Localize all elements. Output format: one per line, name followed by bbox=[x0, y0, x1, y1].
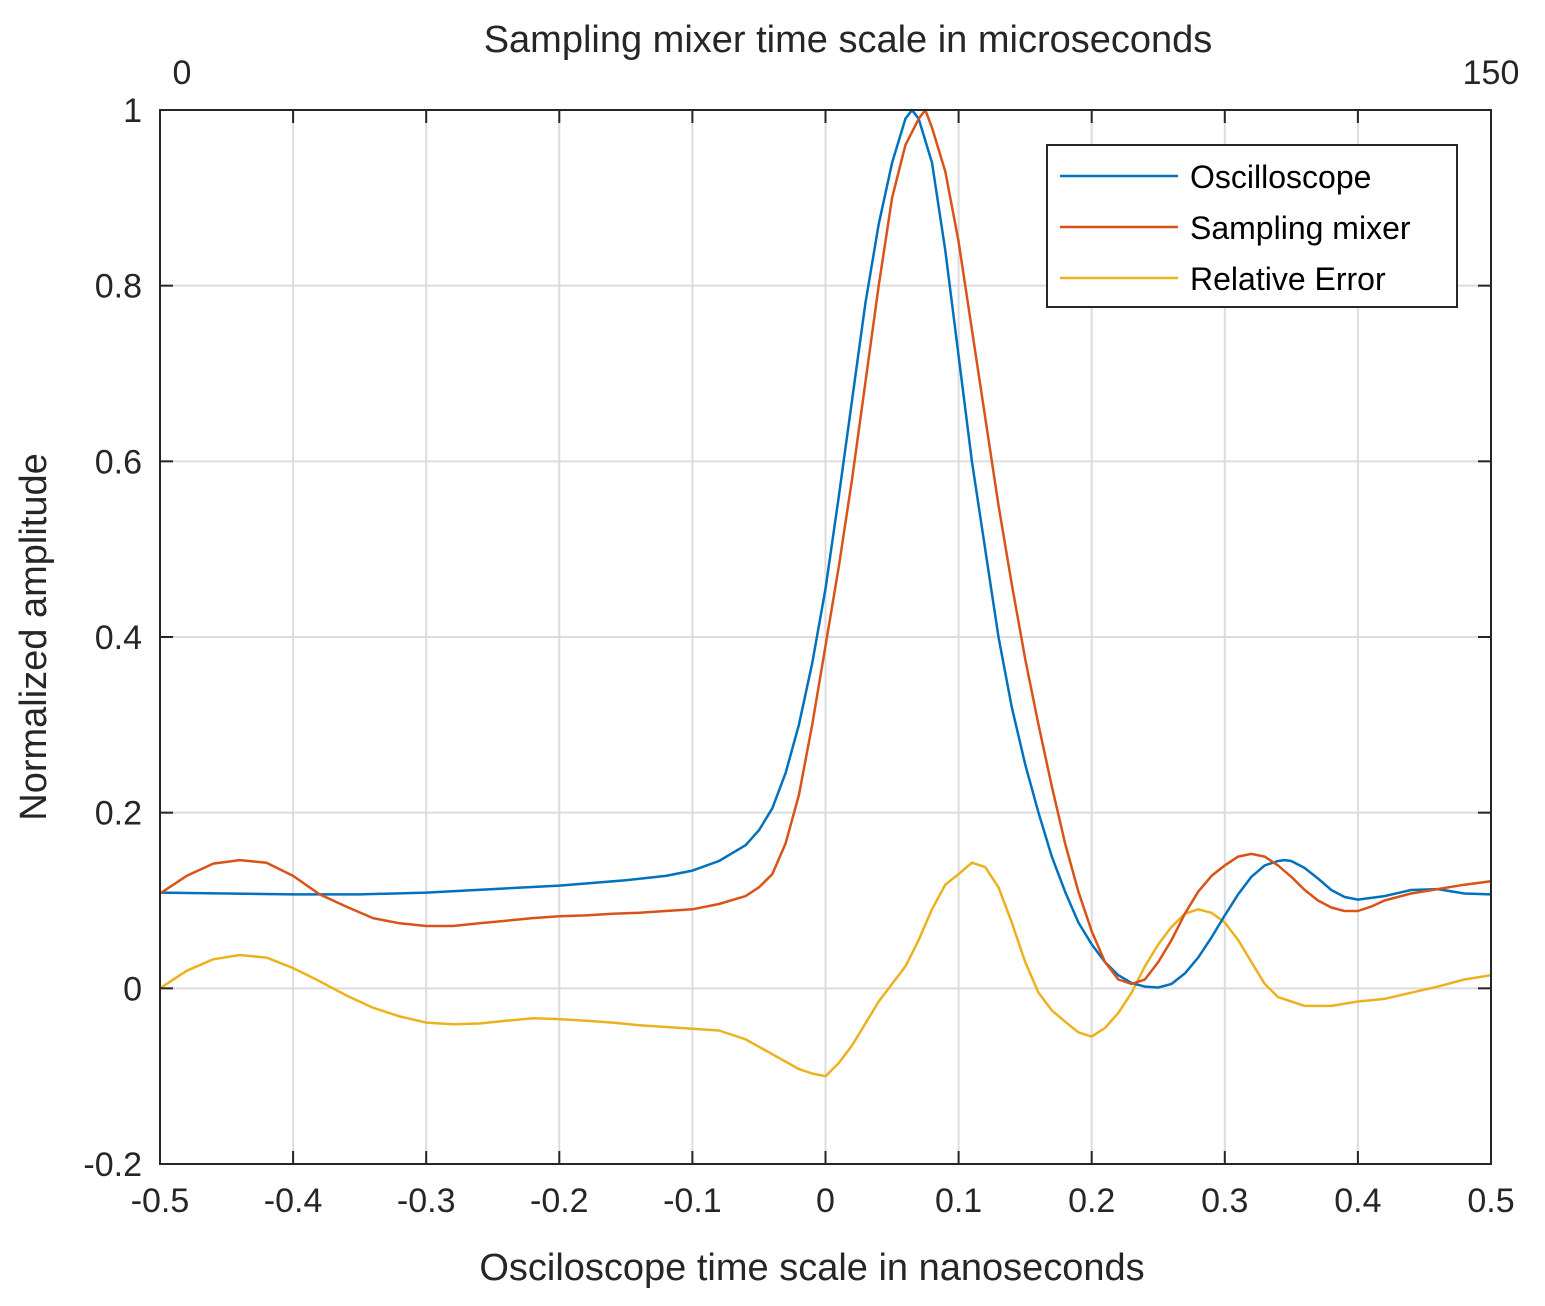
series-lines bbox=[159, 108, 1492, 1078]
y-tick-label: 0.6 bbox=[95, 443, 142, 481]
x-tick-label: 0.5 bbox=[1467, 1182, 1514, 1220]
x-tick-label: 0.1 bbox=[935, 1182, 982, 1220]
x-tick-label: 0.2 bbox=[1068, 1182, 1115, 1220]
legend-label-sampling-mixer: Sampling mixer bbox=[1190, 210, 1411, 246]
x-tick-label: 0 bbox=[816, 1182, 835, 1220]
y-axis-title: Normalized amplitude bbox=[13, 453, 55, 821]
y-tick-label: 1 bbox=[123, 92, 142, 130]
y-tick-label: 0.4 bbox=[95, 619, 142, 657]
y-tick-label: 0.8 bbox=[95, 268, 142, 306]
x2-axis-title: Sampling mixer time scale in microsecond… bbox=[484, 19, 1213, 61]
y-tick-label: 0 bbox=[123, 970, 142, 1008]
x-tick-label: -0.4 bbox=[264, 1182, 323, 1220]
x-tick-label: 0.4 bbox=[1334, 1182, 1381, 1220]
legend: Oscilloscope Sampling mixer Relative Err… bbox=[1046, 144, 1458, 308]
series-line-oscilloscope bbox=[159, 108, 1492, 989]
series-line-sampling-mixer bbox=[159, 108, 1492, 986]
series-line-relative-error bbox=[159, 861, 1492, 1078]
x-axis-title: Osciloscope time scale in nanoseconds bbox=[479, 1247, 1144, 1289]
y-tick-label: 0.2 bbox=[95, 795, 142, 833]
y-tick-label: -0.2 bbox=[83, 1146, 142, 1184]
x-tick-label: -0.2 bbox=[530, 1182, 589, 1220]
legend-label-oscilloscope: Oscilloscope bbox=[1190, 159, 1371, 195]
x2-tick-label-start: 0 bbox=[173, 54, 192, 92]
x2-tick-label-end: 150 bbox=[1463, 54, 1520, 92]
x-tick-label: -0.3 bbox=[397, 1182, 456, 1220]
legend-box bbox=[1046, 144, 1458, 308]
x-tick-label: -0.5 bbox=[131, 1182, 190, 1220]
axis-ticks bbox=[159, 109, 1492, 1165]
legend-label-relative-error: Relative Error bbox=[1190, 261, 1386, 297]
tick-labels: -0.5 -0.4 -0.3 -0.2 -0.1 0 0.1 0.2 0.3 0.4 0.5 -0.2… bbox=[83, 54, 1519, 1220]
x-tick-label: 0.3 bbox=[1201, 1182, 1248, 1220]
x-tick-label: -0.1 bbox=[663, 1182, 722, 1220]
